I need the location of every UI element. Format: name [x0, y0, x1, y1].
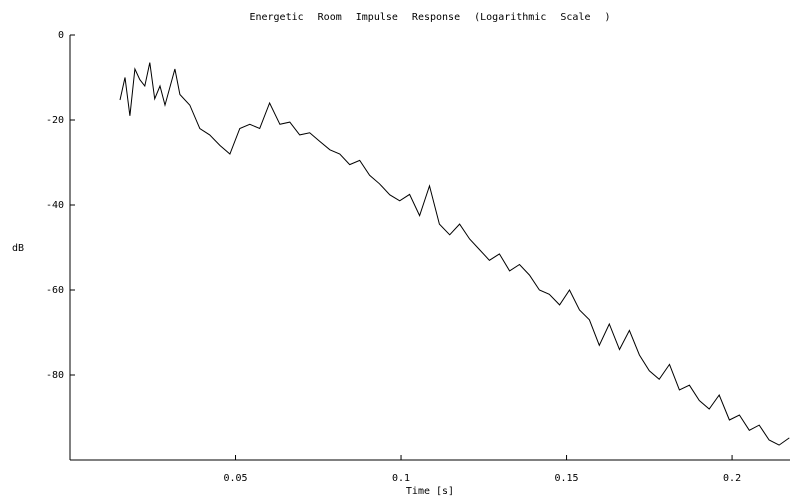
x-axis-label: Time [s] [406, 486, 454, 497]
x-tick-label: 0.1 [392, 473, 410, 484]
y-tick-label: 0 [58, 30, 64, 41]
y-tick-label: -60 [46, 285, 64, 296]
x-tick-label: 0.15 [555, 473, 579, 484]
chart-title: Energetic Room Impulse Response (Logarit… [249, 12, 610, 23]
data-line [119, 62, 790, 446]
y-tick-label: -20 [46, 115, 64, 126]
x-tick-label: 0.2 [723, 473, 741, 484]
y-tick-label: -40 [46, 200, 64, 211]
x-tick-label: 0.05 [223, 473, 247, 484]
y-axis-label: dB [12, 243, 24, 254]
y-tick-label: -80 [46, 370, 64, 381]
